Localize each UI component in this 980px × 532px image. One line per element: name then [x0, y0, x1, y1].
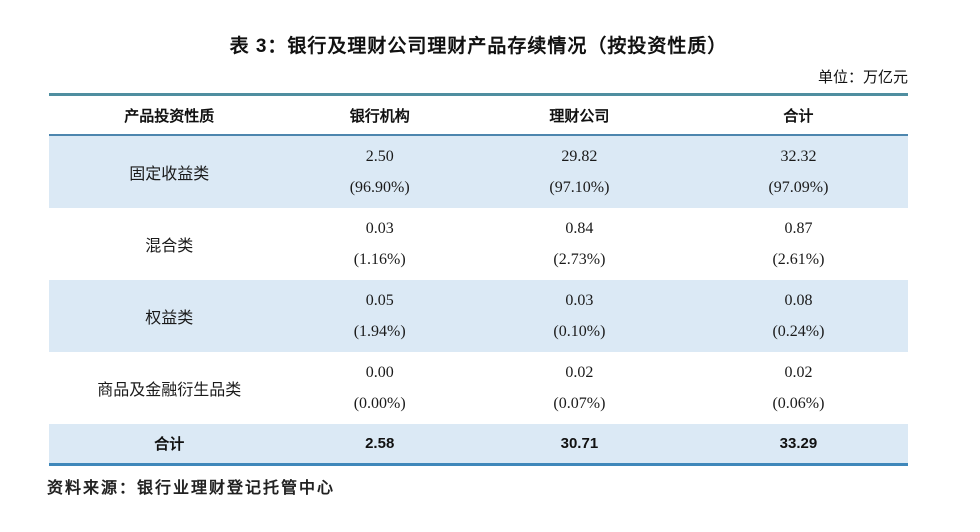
cell-percent: (1.94%)	[353, 322, 406, 340]
cell-percent: (2.61%)	[772, 250, 825, 268]
value-cell: 2.50 (96.90%)	[290, 136, 470, 208]
source-note: 资料来源：银行业理财登记托管中心	[47, 480, 336, 497]
total-value: 30.71	[560, 435, 599, 452]
cell-value: 0.84	[565, 219, 594, 237]
cell-value: 0.05	[365, 291, 394, 309]
row-label: 固定收益类	[129, 166, 210, 183]
header-cell-wealth-co: 理财公司	[549, 107, 610, 125]
value-cell: 0.87 (2.61%)	[689, 208, 908, 280]
page-title: 表 3：银行及理财公司理财产品存续情况（按投资性质）	[229, 36, 728, 57]
cell-value: 0.02	[784, 363, 813, 381]
total-value: 33.29	[779, 435, 818, 452]
table-header-row: 产品投资性质 银行机构 理财公司 合计	[49, 96, 908, 136]
cell-percent: (0.00%)	[353, 394, 406, 412]
cell-percent: (0.06%)	[772, 394, 825, 412]
cell-percent: (0.07%)	[553, 394, 606, 412]
cell-percent: (0.24%)	[772, 322, 825, 340]
cell-value: 32.32	[780, 147, 817, 165]
data-table: 产品投资性质 银行机构 理财公司 合计 固定收益类 2.50 (96.90%) …	[49, 93, 908, 466]
total-label: 合计	[154, 436, 185, 453]
cell-value: 0.03	[565, 291, 594, 309]
cell-value: 29.82	[561, 147, 598, 165]
cell-value: 0.08	[784, 291, 813, 309]
total-value: 2.58	[365, 435, 395, 452]
value-cell: 0.03 (1.16%)	[290, 208, 470, 280]
value-cell: 0.02 (0.06%)	[689, 352, 908, 424]
value-cell: 0.03 (0.10%)	[470, 280, 689, 352]
cell-value: 0.02	[565, 363, 594, 381]
table-row-fixed-income: 固定收益类 2.50 (96.90%) 29.82 (97.10%) 32.32…	[49, 136, 908, 208]
header-cell-total: 合计	[783, 107, 814, 125]
table-row-mixed: 混合类 0.03 (1.16%) 0.84 (2.73%) 0.87 (2.61…	[49, 208, 908, 280]
value-cell: 32.32 (97.09%)	[689, 136, 908, 208]
table-row-total: 合计 2.58 30.71 33.29	[49, 424, 908, 463]
value-cell: 0.00 (0.00%)	[290, 352, 470, 424]
table-row-commodity-derivatives: 商品及金融衍生品类 0.00 (0.00%) 0.02 (0.07%) 0.02…	[49, 352, 908, 424]
value-cell: 0.08 (0.24%)	[689, 280, 908, 352]
cell-value: 0.03	[365, 219, 394, 237]
cell-value: 0.00	[365, 363, 394, 381]
row-label: 混合类	[145, 238, 194, 255]
cell-percent: (2.73%)	[553, 250, 606, 268]
row-label: 商品及金融衍生品类	[97, 382, 242, 399]
cell-value: 2.50	[365, 147, 394, 165]
cell-percent: (97.09%)	[768, 178, 829, 196]
unit-label: 单位：万亿元	[817, 69, 908, 86]
row-label: 权益类	[145, 310, 194, 327]
value-cell: 0.05 (1.94%)	[290, 280, 470, 352]
table-row-equity: 权益类 0.05 (1.94%) 0.03 (0.10%) 0.08 (0.24…	[49, 280, 908, 352]
cell-percent: (97.10%)	[549, 178, 610, 196]
value-cell: 29.82 (97.10%)	[470, 136, 689, 208]
cell-percent: (96.90%)	[349, 178, 410, 196]
header-cell-bank: 银行机构	[349, 107, 410, 125]
header-cell-category: 产品投资性质	[124, 107, 215, 125]
value-cell: 0.84 (2.73%)	[470, 208, 689, 280]
cell-percent: (0.10%)	[553, 322, 606, 340]
cell-value: 0.87	[784, 219, 813, 237]
value-cell: 0.02 (0.07%)	[470, 352, 689, 424]
cell-percent: (1.16%)	[353, 250, 406, 268]
